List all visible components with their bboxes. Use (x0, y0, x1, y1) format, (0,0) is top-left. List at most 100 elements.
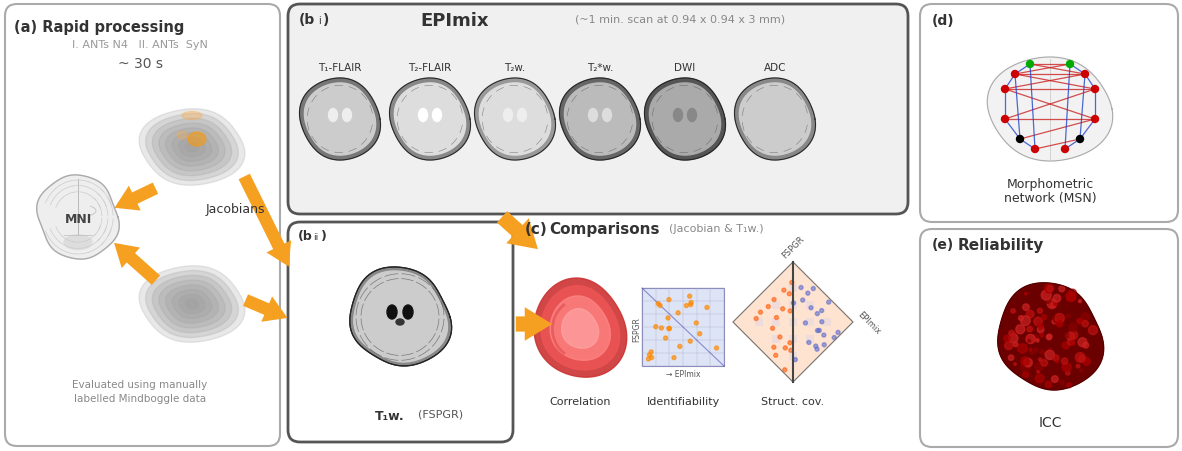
Circle shape (1001, 116, 1008, 123)
Circle shape (1063, 363, 1071, 372)
FancyBboxPatch shape (288, 5, 908, 215)
Circle shape (1091, 86, 1098, 93)
Text: i: i (318, 16, 320, 26)
Circle shape (1045, 350, 1054, 360)
Circle shape (1028, 340, 1031, 342)
Circle shape (1008, 355, 1014, 361)
Circle shape (820, 320, 824, 324)
Text: Jacobians: Jacobians (206, 202, 265, 216)
Circle shape (1070, 331, 1078, 340)
Text: MNI: MNI (64, 213, 92, 226)
Circle shape (778, 335, 782, 339)
Polygon shape (139, 110, 245, 186)
Circle shape (1012, 71, 1019, 78)
Circle shape (1060, 381, 1064, 385)
Circle shape (715, 346, 719, 350)
Circle shape (1025, 293, 1027, 295)
Circle shape (1091, 116, 1098, 123)
Circle shape (1077, 136, 1084, 143)
Circle shape (689, 301, 693, 305)
Circle shape (688, 340, 693, 343)
Circle shape (1043, 295, 1046, 298)
Circle shape (1035, 339, 1039, 342)
Ellipse shape (418, 109, 428, 122)
Circle shape (804, 321, 807, 325)
Circle shape (1047, 286, 1053, 292)
Circle shape (1056, 360, 1058, 363)
Circle shape (780, 307, 785, 311)
Circle shape (671, 356, 676, 360)
Circle shape (811, 287, 816, 291)
Circle shape (816, 347, 819, 351)
Circle shape (1083, 342, 1089, 348)
Circle shape (784, 346, 787, 350)
Circle shape (684, 304, 688, 308)
Circle shape (790, 281, 794, 285)
Circle shape (1078, 338, 1087, 347)
Ellipse shape (518, 109, 526, 122)
Circle shape (1053, 355, 1059, 361)
Circle shape (1047, 334, 1052, 339)
Circle shape (1034, 318, 1043, 326)
Bar (772, 336, 780, 343)
Circle shape (1078, 355, 1084, 362)
Ellipse shape (343, 109, 351, 122)
Circle shape (1018, 344, 1027, 353)
Polygon shape (644, 79, 726, 161)
Polygon shape (559, 79, 641, 161)
Circle shape (766, 305, 771, 309)
Text: ADC: ADC (764, 63, 786, 73)
Polygon shape (733, 262, 853, 382)
Text: ICC: ICC (1038, 415, 1061, 429)
Bar (806, 336, 814, 343)
Circle shape (1032, 146, 1039, 153)
Circle shape (1028, 327, 1034, 332)
Circle shape (1067, 294, 1076, 302)
Circle shape (648, 353, 651, 357)
Circle shape (1038, 308, 1043, 313)
Circle shape (788, 349, 793, 353)
Circle shape (1052, 320, 1057, 324)
Ellipse shape (64, 235, 92, 250)
Circle shape (688, 295, 691, 299)
Text: network (MSN): network (MSN) (1004, 192, 1097, 205)
Circle shape (694, 321, 699, 325)
Polygon shape (178, 138, 206, 157)
Text: EPImix: EPImix (856, 309, 883, 336)
Text: Correlation: Correlation (550, 396, 611, 406)
Circle shape (799, 286, 803, 290)
Circle shape (1069, 323, 1077, 331)
Circle shape (676, 311, 680, 315)
Polygon shape (395, 84, 466, 156)
Text: DWI: DWI (675, 63, 696, 73)
Text: → EPImix: → EPImix (665, 369, 700, 378)
Circle shape (1040, 350, 1045, 355)
Bar (790, 336, 797, 343)
Circle shape (1038, 324, 1044, 329)
Ellipse shape (589, 109, 597, 122)
Polygon shape (998, 283, 1104, 390)
Text: T₂*w.: T₂*w. (586, 63, 613, 73)
Circle shape (1053, 295, 1060, 302)
Circle shape (1022, 304, 1030, 311)
Ellipse shape (177, 132, 187, 140)
Circle shape (1032, 335, 1039, 342)
Bar (806, 301, 814, 309)
Circle shape (1066, 292, 1076, 302)
Text: T₁w.: T₁w. (375, 409, 404, 422)
Circle shape (1061, 146, 1069, 153)
Circle shape (1067, 339, 1073, 345)
Circle shape (816, 312, 819, 316)
Polygon shape (534, 278, 626, 377)
Polygon shape (541, 286, 619, 370)
Circle shape (1053, 303, 1057, 306)
Polygon shape (152, 276, 232, 333)
Ellipse shape (603, 109, 611, 122)
Polygon shape (649, 84, 721, 156)
Circle shape (1026, 61, 1033, 69)
Circle shape (1027, 327, 1032, 332)
Circle shape (663, 336, 668, 341)
Circle shape (1034, 348, 1038, 352)
Circle shape (656, 302, 661, 306)
Circle shape (1035, 374, 1044, 383)
